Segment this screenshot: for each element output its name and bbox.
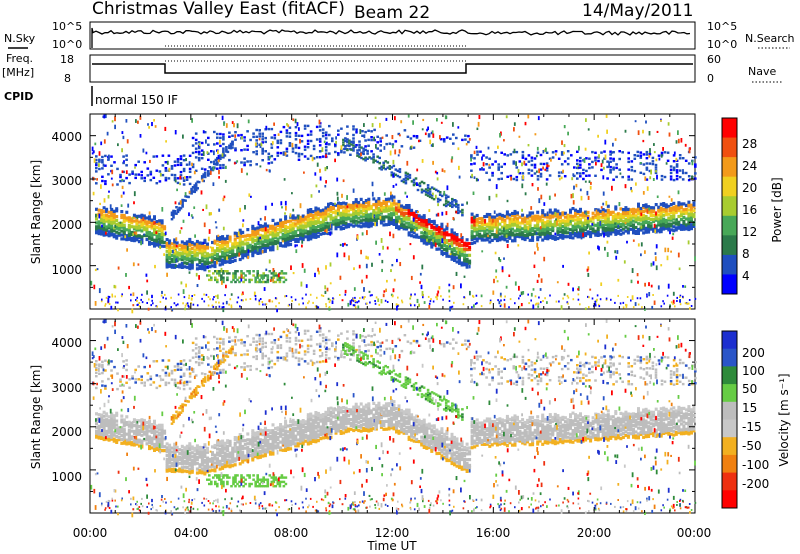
power-cbar-tick-12: 12 (742, 225, 757, 239)
power-cbar-tick-24: 24 (742, 159, 757, 173)
nave-tick-bottom: 0 (707, 72, 714, 85)
velocity-cells (90, 319, 697, 518)
velocity-cbar-tick-neg15: -15 (742, 420, 762, 434)
velocity-cbar-tick-neg200: -200 (742, 477, 769, 491)
power-cbar-segment (722, 235, 737, 256)
power-cbar-tick-4: 4 (742, 269, 750, 283)
xtick-1200: 12:00 (375, 526, 410, 540)
nave-tick-top: 60 (707, 53, 721, 66)
velocity-cbar-segment (722, 384, 737, 403)
velocity-ytick-4000: 4000 (51, 336, 82, 350)
power-cbar-segment (722, 254, 737, 275)
nsearch-tick-top: 10^5 (707, 20, 737, 33)
velocity-cbar-tick-neg100: -100 (742, 458, 769, 472)
velocity-cbar-segment (722, 490, 737, 509)
velocity-cbar-segment (722, 331, 737, 350)
velocity-cbar-segment (722, 472, 737, 491)
freq-label: Freq. (6, 52, 33, 65)
freq-tick-bottom: 8 (64, 72, 71, 85)
power-cbar-tick-16: 16 (742, 203, 757, 217)
power-cbar-segment (722, 274, 737, 295)
power-cbar-segment (722, 137, 737, 158)
freq-series (92, 63, 693, 74)
xtick-1600: 16:00 (476, 526, 511, 540)
cpid-label: CPID (4, 90, 33, 103)
power-cbar-segment (722, 215, 737, 236)
beam-label: Beam 22 (354, 3, 430, 23)
velocity-cbar-segment (722, 401, 737, 420)
power-cbar-tick-8: 8 (742, 247, 750, 261)
velocity-ytick-1000: 1000 (51, 470, 82, 484)
xtick-0000: 00:00 (73, 526, 108, 540)
velocity-cbar-segment (722, 454, 737, 474)
velocity-panel: Slant Range [km] 4000 3000 2000 1000 (29, 318, 697, 518)
power-panel: Slant Range [km] 4000 3000 2000 1000 (29, 113, 697, 314)
freq-panel: Freq. [MHz] 18 8 60 0 Nave (2, 52, 782, 85)
power-colorbar: 28 24 20 16 12 8 4 Power [dB] (721, 117, 784, 295)
x-axis-label: Time UT (366, 539, 417, 553)
freq-tick-top: 18 (60, 53, 74, 66)
cpid-value: normal 150 IF (95, 93, 178, 107)
power-cells (90, 114, 697, 314)
nsky-label: N.Sky (4, 32, 36, 45)
plot-title: Christmas Valley East (fitACF) (92, 0, 345, 19)
velocity-cbar-tick-neg50: -50 (742, 439, 762, 453)
xtick-2000: 20:00 (577, 526, 612, 540)
power-cbar-tick-28: 28 (742, 137, 757, 151)
velocity-heatmap (90, 319, 697, 518)
velocity-cbar-segment (722, 366, 737, 385)
power-ytick-2000: 2000 (51, 218, 82, 232)
power-cbar-tick-20: 20 (742, 181, 757, 195)
nsky-tick-bottom: 10^0 (52, 38, 82, 51)
xtick-0400: 04:00 (174, 526, 209, 540)
xtick-2400: 00:00 (677, 526, 712, 540)
power-ytick-4000: 4000 (51, 130, 82, 144)
freq-unit: [MHz] (2, 66, 34, 79)
power-cbar-label: Power [dB] (770, 177, 784, 242)
power-ytick-1000: 1000 (51, 263, 82, 277)
velocity-cbar-tick-100: 100 (742, 364, 765, 378)
power-cbar-segment (722, 157, 737, 178)
nave-label: Nave (748, 65, 776, 78)
velocity-colorbar: 200 100 50 15 -15 -50 -100 -200 Velocity… (721, 330, 791, 509)
date-label: 14/May/2011 (582, 1, 694, 21)
velocity-cbar-segment (722, 437, 737, 456)
nsky-series (91, 27, 691, 48)
velocity-cbar-segment (722, 348, 737, 367)
xtick-0800: 08:00 (274, 526, 309, 540)
power-cbar-segment (722, 176, 737, 197)
power-cbar-segment (722, 118, 737, 139)
nsearch-tick-bottom: 10^0 (707, 38, 737, 51)
nsearch-label: N.Search (745, 32, 795, 45)
nsky-tick-top: 10^5 (52, 20, 82, 33)
power-ytick-3000: 3000 (51, 174, 82, 188)
velocity-cbar-label: Velocity [m s⁻¹] (777, 373, 791, 466)
velocity-cbar-tick-15: 15 (742, 401, 757, 415)
x-axis: 00:00 04:00 08:00 12:00 16:00 20:00 00:0… (73, 526, 712, 553)
velocity-cbar-tick-200: 200 (742, 346, 765, 360)
velocity-ytick-3000: 3000 (51, 381, 82, 395)
velocity-ylabel: Slant Range [km] (29, 365, 43, 469)
power-ylabel: Slant Range [km] (29, 160, 43, 264)
power-heatmap (90, 114, 697, 314)
velocity-ytick-2000: 2000 (51, 425, 82, 439)
power-cbar-segment (722, 196, 737, 217)
velocity-cbar-segment (722, 419, 737, 438)
nsky-panel: N.Sky 10^5 10^0 10^5 10^0 N.Search (4, 20, 795, 51)
velocity-cbar-tick-50: 50 (742, 382, 757, 396)
